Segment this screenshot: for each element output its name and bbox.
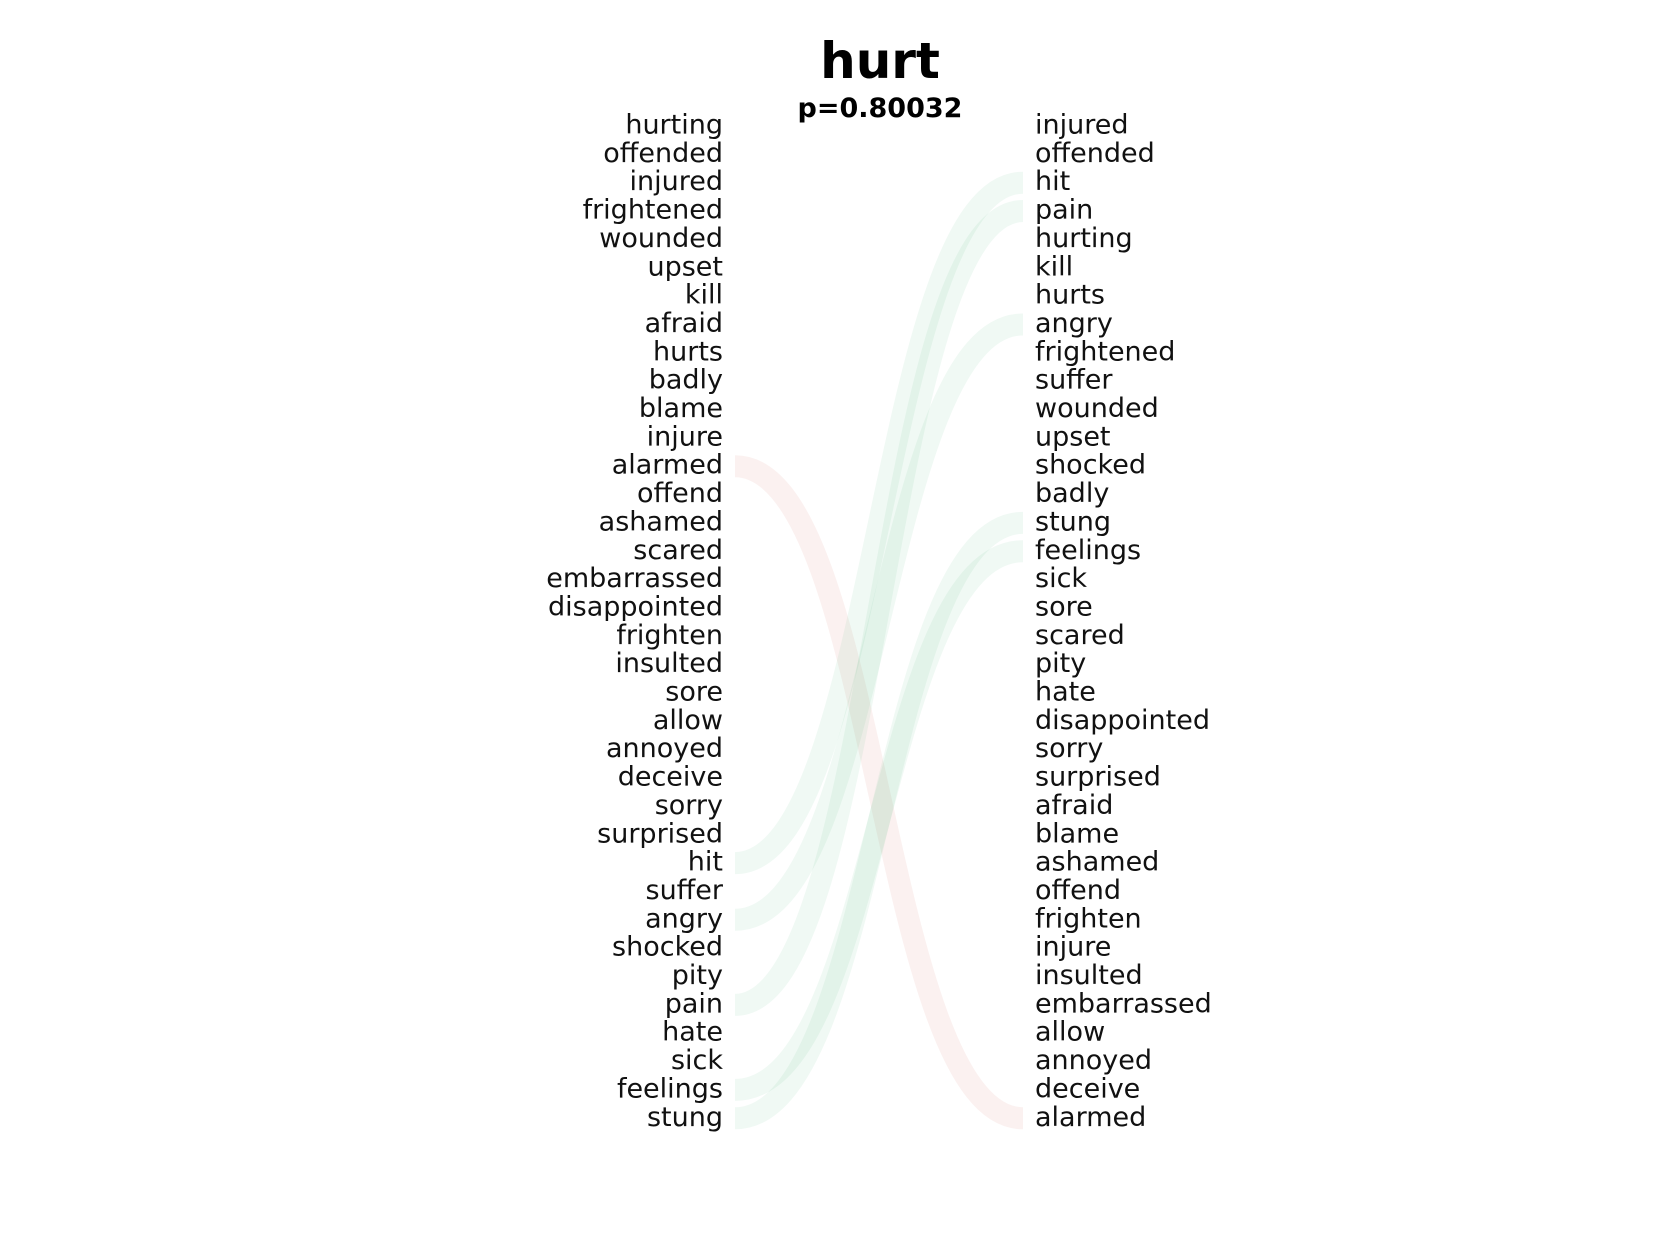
right-word-label: stung (1035, 506, 1111, 537)
right-word-label: sorry (1035, 733, 1103, 764)
right-word-label: frightened (1035, 336, 1175, 367)
right-word-label: surprised (1035, 762, 1161, 793)
left-word-label: upset (647, 251, 723, 282)
left-word-label: scared (633, 535, 723, 566)
left-word-label: hit (688, 847, 723, 878)
right-word-label: hurting (1035, 223, 1133, 254)
left-word-label: insulted (615, 648, 723, 679)
left-word-label: hurting (625, 110, 723, 141)
left-word-label: shocked (612, 932, 723, 963)
right-word-label: pity (1035, 648, 1086, 679)
left-word-label: stung (647, 1102, 723, 1133)
right-word-label: insulted (1035, 960, 1143, 991)
right-word-label: blame (1035, 818, 1119, 849)
left-word-label: hate (662, 1017, 723, 1048)
rank-link-pain (733, 200, 1025, 1016)
left-word-label: ashamed (599, 506, 723, 537)
left-word-label: injure (647, 421, 723, 452)
left-word-label: alarmed (612, 450, 723, 481)
right-word-label: wounded (1035, 393, 1159, 424)
left-word-label: suffer (646, 875, 724, 906)
left-word-label: surprised (597, 818, 723, 849)
rank-link-hit (733, 171, 1025, 875)
right-word-label: hurts (1035, 280, 1105, 311)
right-word-label: kill (1035, 251, 1073, 282)
rank-link-alarmed (733, 455, 1025, 1130)
right-word-label: allow (1035, 1017, 1105, 1048)
left-word-label: sorry (655, 790, 723, 821)
left-word-label: offend (637, 478, 723, 509)
left-word-label: sore (665, 677, 723, 708)
left-word-label: hurts (653, 336, 723, 367)
rank-link-stung (733, 511, 1025, 1130)
left-word-label: deceive (618, 762, 723, 793)
left-word-label: embarrassed (546, 563, 723, 594)
right-word-label: feelings (1035, 535, 1141, 566)
left-word-label: angry (645, 903, 723, 934)
right-word-label: upset (1035, 421, 1111, 452)
right-word-label: badly (1035, 478, 1109, 509)
left-word-label: frightened (583, 195, 723, 226)
left-word-label: feelings (617, 1073, 723, 1104)
right-word-label: alarmed (1035, 1102, 1146, 1133)
left-word-label: disappointed (548, 591, 723, 622)
right-word-label: suffer (1035, 365, 1113, 396)
left-word-label: allow (653, 705, 723, 736)
right-word-label: pain (1035, 195, 1093, 226)
rank-link-angry (733, 313, 1025, 931)
right-word-label: offended (1035, 138, 1155, 169)
right-word-label: annoyed (1035, 1045, 1152, 1076)
right-word-label: sore (1035, 591, 1093, 622)
rank-link-feelings (733, 540, 1025, 1101)
left-word-label: badly (649, 365, 723, 396)
right-word-column: injuredoffendedhitpainhurtingkillhurtsan… (1035, 110, 1212, 1133)
right-word-label: angry (1035, 308, 1113, 339)
right-word-label: sick (1035, 563, 1087, 594)
rank-links (733, 171, 1025, 1130)
chart-title: hurt (820, 32, 940, 90)
left-word-label: frighten (616, 620, 723, 651)
left-word-label: injured (630, 166, 724, 197)
left-word-label: sick (671, 1045, 723, 1076)
right-word-label: afraid (1035, 790, 1113, 821)
right-word-label: embarrassed (1035, 988, 1212, 1019)
right-word-label: injure (1035, 932, 1111, 963)
left-word-label: blame (639, 393, 723, 424)
chart-subtitle: p=0.80032 (798, 93, 963, 124)
left-word-column: hurtingoffendedinjuredfrightenedwoundedu… (546, 110, 724, 1133)
right-word-label: scared (1035, 620, 1125, 651)
right-word-label: hit (1035, 166, 1070, 197)
left-word-label: afraid (645, 308, 723, 339)
left-word-label: wounded (599, 223, 723, 254)
right-word-label: ashamed (1035, 847, 1159, 878)
left-word-label: pain (665, 988, 723, 1019)
left-word-label: annoyed (606, 733, 723, 764)
right-word-label: offend (1035, 875, 1121, 906)
left-word-label: offended (603, 138, 723, 169)
right-word-label: deceive (1035, 1073, 1140, 1104)
right-word-label: disappointed (1035, 705, 1210, 736)
right-word-label: shocked (1035, 450, 1146, 481)
right-word-label: hate (1035, 677, 1096, 708)
left-word-label: pity (672, 960, 723, 991)
left-word-label: kill (685, 280, 723, 311)
right-word-label: frighten (1035, 903, 1142, 934)
right-word-label: injured (1035, 110, 1129, 141)
